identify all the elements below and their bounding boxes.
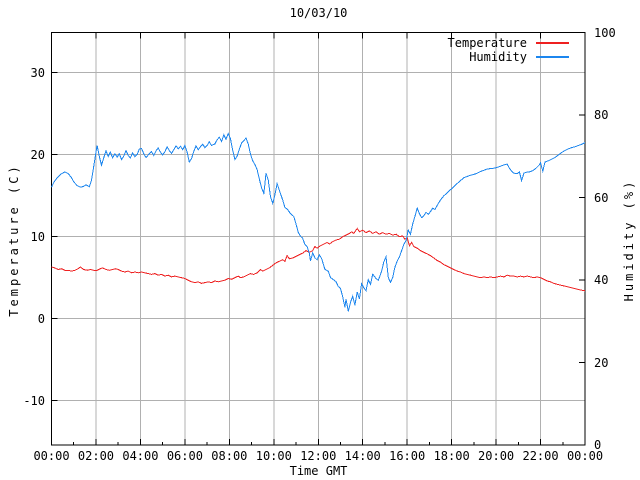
right-y-tick-label: 100: [594, 25, 616, 40]
right-y-tick-label: 0: [594, 438, 602, 452]
x-tick-label: 12:00: [300, 449, 337, 463]
x-axis-label: Time GMT: [289, 464, 348, 478]
right-y-tick-label: 80: [594, 108, 609, 122]
x-tick-label: 00:00: [33, 449, 70, 463]
right-y-tick-label: 20: [594, 355, 609, 370]
legend-label-humidity: Humidity: [469, 50, 527, 64]
x-tick-label: 22:00: [522, 449, 559, 463]
x-tick-label: 00:00: [566, 449, 604, 463]
x-tick-label: 14:00: [344, 449, 381, 463]
right-y-tick-label: 60: [594, 190, 609, 205]
left-y-tick-label: 20: [30, 147, 45, 162]
legend-item-temperature: Temperature: [448, 36, 569, 50]
left-y-tick-label: 30: [30, 65, 45, 80]
x-tick-label: 10:00: [255, 449, 292, 463]
left-y-tick-label: 10: [30, 229, 45, 244]
left-y-tick-label: 0: [37, 311, 45, 326]
x-tick-label: 08:00: [211, 449, 248, 463]
chart-title: 10/03/10: [289, 6, 348, 20]
humidity-line-sample: [536, 56, 569, 58]
legend: Temperature Humidity: [448, 36, 569, 64]
legend-label-temperature: Temperature: [447, 36, 527, 50]
x-tick-label: 02:00: [77, 449, 115, 463]
temperature-line-sample: [536, 42, 569, 44]
x-tick-label: 04:00: [122, 449, 159, 463]
right-y-tick-label: 40: [594, 273, 609, 287]
legend-item-humidity: Humidity: [448, 50, 569, 64]
right-axis-label: Humidity (%): [622, 178, 636, 302]
x-tick-label: 20:00: [478, 449, 515, 463]
left-y-tick-label: -10: [23, 393, 45, 408]
x-tick-label: 06:00: [166, 449, 203, 463]
x-tick-label: 16:00: [389, 449, 426, 463]
x-tick-label: 18:00: [433, 449, 470, 463]
